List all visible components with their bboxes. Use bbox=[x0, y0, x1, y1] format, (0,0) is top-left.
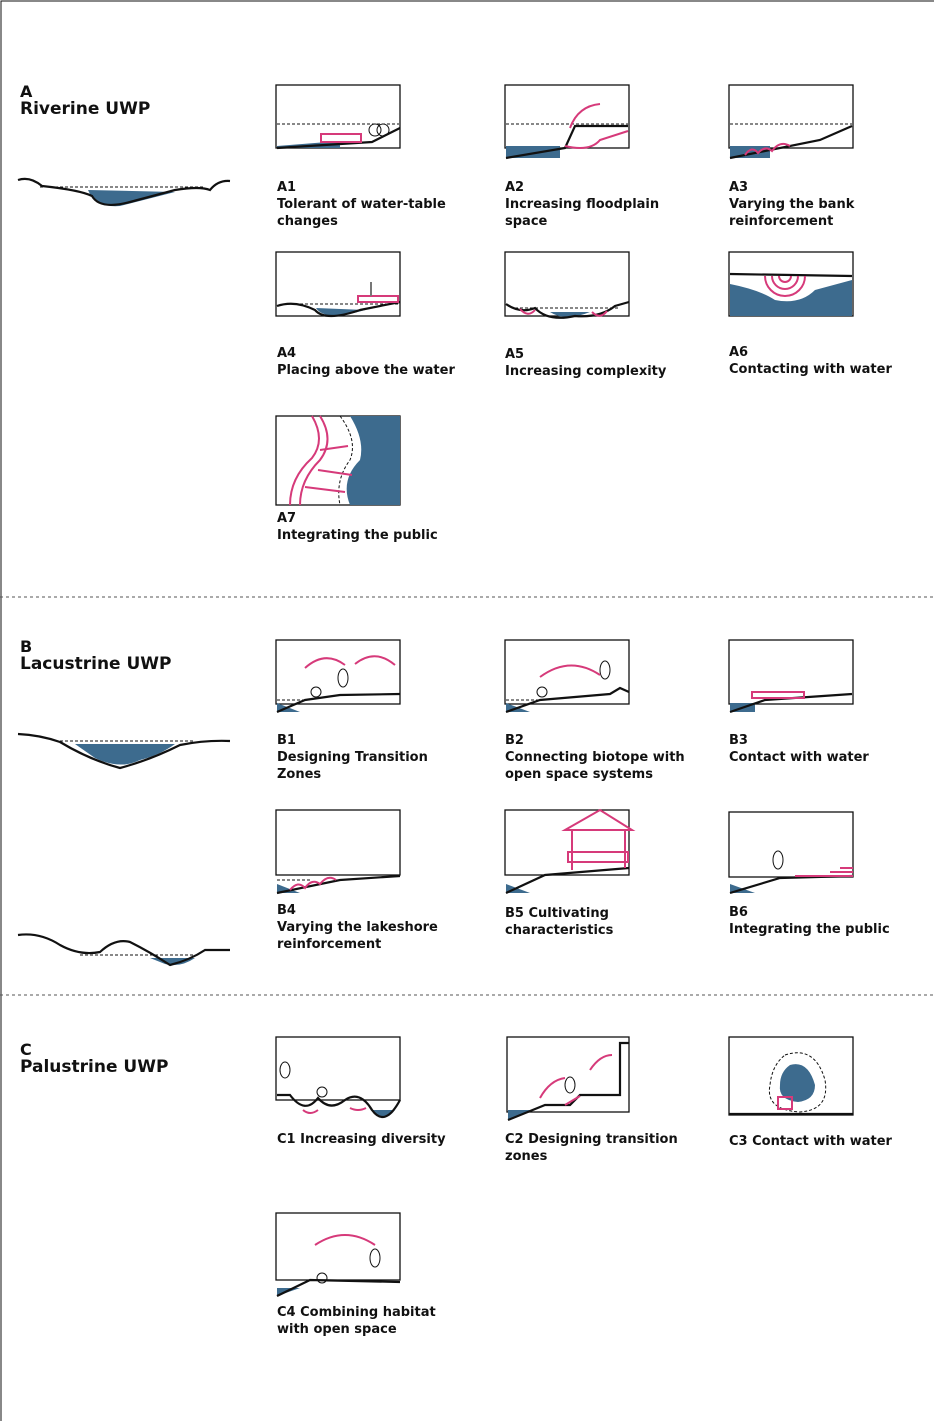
item-label: C3 Contact with water bbox=[729, 1134, 892, 1149]
item-label: Tolerant of water-table changes bbox=[277, 197, 446, 229]
item-label: Varying the bank reinforcement bbox=[729, 197, 855, 229]
item-label: C1 Increasing diversity bbox=[277, 1132, 446, 1147]
section-letter: B bbox=[20, 637, 33, 656]
lacustrine-profile bbox=[17, 732, 231, 770]
sketch-a7 bbox=[275, 415, 401, 506]
sketch-c3 bbox=[728, 1036, 854, 1116]
item-code: A6 bbox=[729, 345, 749, 360]
item-code: B3 bbox=[729, 733, 748, 748]
sketch-a6 bbox=[728, 251, 854, 317]
item-code: B1 bbox=[277, 733, 296, 748]
section-title: Riverine UWP bbox=[20, 99, 151, 119]
sketch-a3 bbox=[728, 84, 854, 160]
item-label: Integrating the public bbox=[729, 922, 890, 937]
item-label: C4 Combining habitat with open space bbox=[277, 1305, 436, 1337]
item-code: A2 bbox=[505, 180, 525, 195]
sketch-c4 bbox=[275, 1212, 401, 1297]
sketch-b1 bbox=[275, 639, 401, 714]
sketch-b6 bbox=[728, 811, 854, 895]
item-label: Increasing floodplain space bbox=[505, 197, 660, 229]
item-label: Integrating the public bbox=[277, 528, 438, 543]
item-code: B2 bbox=[505, 733, 524, 748]
item-label: B5 Cultivating characteristics bbox=[505, 906, 614, 938]
sketch-b2 bbox=[504, 639, 630, 714]
item-label: Increasing complexity bbox=[505, 364, 667, 379]
item-label: Connecting biotope with open space syste… bbox=[505, 750, 685, 782]
section-letter: C bbox=[20, 1040, 32, 1059]
item-label: Contacting with water bbox=[729, 362, 892, 377]
sketch-c2 bbox=[506, 1036, 630, 1122]
section-letter: A bbox=[20, 82, 33, 101]
section-title: Palustrine UWP bbox=[20, 1057, 169, 1077]
item-code: A3 bbox=[729, 180, 749, 195]
sketch-a4 bbox=[275, 251, 401, 318]
item-code: A4 bbox=[277, 346, 297, 361]
section-title: Lacustrine UWP bbox=[20, 654, 172, 674]
item-label: Designing Transition Zones bbox=[277, 750, 428, 782]
sketch-a5 bbox=[504, 251, 630, 319]
item-code: A5 bbox=[505, 347, 525, 362]
item-code: B6 bbox=[729, 905, 748, 920]
sketch-c1 bbox=[275, 1036, 401, 1119]
sketch-b3 bbox=[728, 639, 854, 714]
sketch-a2 bbox=[504, 84, 630, 160]
item-code: B4 bbox=[277, 903, 296, 918]
item-label: Contact with water bbox=[729, 750, 869, 765]
palustrine-profile bbox=[17, 933, 230, 967]
riverine-profile bbox=[17, 177, 231, 207]
item-label: C2 Designing transition zones bbox=[505, 1132, 678, 1164]
sketch-b4 bbox=[275, 809, 401, 895]
sketch-b5 bbox=[504, 808, 636, 894]
item-code: A7 bbox=[277, 511, 297, 526]
item-label: Placing above the water bbox=[277, 363, 455, 378]
sketch-a1 bbox=[275, 84, 401, 150]
item-label: Varying the lakeshore reinforcement bbox=[277, 920, 438, 952]
item-code: A1 bbox=[277, 180, 297, 195]
